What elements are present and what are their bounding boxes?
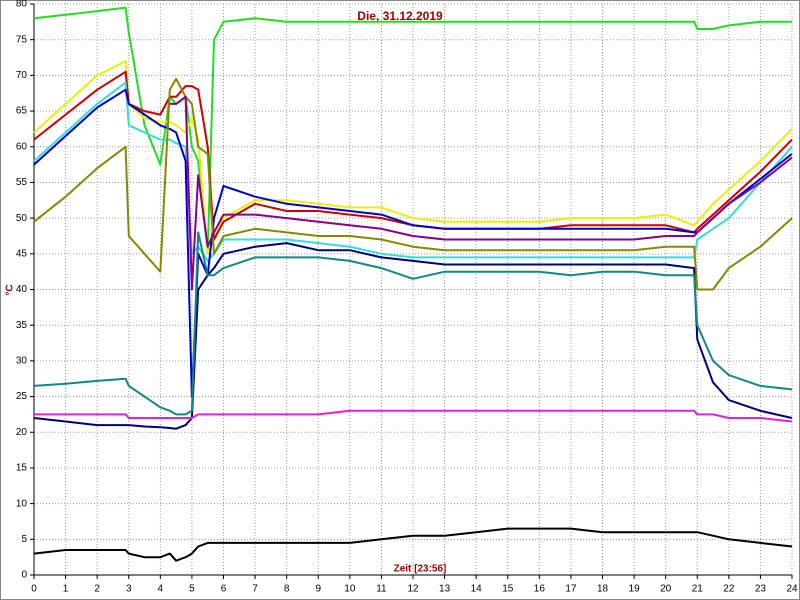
series-line xyxy=(33,70,793,241)
series-line xyxy=(33,527,793,562)
x-tick-label: 14 xyxy=(471,584,483,595)
y-tick-label: 25 xyxy=(16,391,28,402)
x-tick-label: 8 xyxy=(284,584,290,595)
x-tick-label: 13 xyxy=(439,584,451,595)
x-tick-label: 15 xyxy=(502,584,514,595)
x-tick-label: 3 xyxy=(126,584,132,595)
x-tick-label: 5 xyxy=(189,584,195,595)
x-tick-label: 16 xyxy=(534,584,546,595)
x-tick-label: 23 xyxy=(755,584,767,595)
x-tick-label: 4 xyxy=(158,584,164,595)
y-tick-label: 10 xyxy=(16,498,28,509)
y-tick-label: 0 xyxy=(21,570,27,581)
x-tick-label: 19 xyxy=(629,584,641,595)
x-tick-label: 17 xyxy=(565,584,577,595)
x-axis-label: Zeit [23:56] xyxy=(394,564,447,575)
x-tick-label: 0 xyxy=(31,584,37,595)
x-tick-label: 6 xyxy=(221,584,227,595)
y-tick-label: 55 xyxy=(16,177,28,188)
x-tick-label: 11 xyxy=(376,584,387,595)
x-tick-label: 20 xyxy=(660,584,672,595)
y-tick-label: 15 xyxy=(16,463,28,474)
series-line xyxy=(33,6,792,255)
series-line xyxy=(33,77,793,291)
series-line xyxy=(34,409,793,423)
x-tick-label: 22 xyxy=(723,584,735,595)
x-tick-label: 7 xyxy=(252,584,258,595)
series-line xyxy=(33,231,793,416)
y-tick-label: 75 xyxy=(16,34,28,45)
y-tick-label: 45 xyxy=(16,248,28,259)
x-tick-label: 1 xyxy=(63,584,69,595)
series-line xyxy=(33,242,793,430)
y-tick-label: 50 xyxy=(16,213,28,224)
y-tick-label: 35 xyxy=(16,320,28,331)
y-axis-label: °C xyxy=(5,284,16,295)
series-line xyxy=(33,88,793,398)
y-tick-label: 80 xyxy=(16,0,28,10)
y-tick-label: 30 xyxy=(16,356,28,367)
x-tick-label: 18 xyxy=(597,584,609,595)
y-tick-label: 70 xyxy=(16,70,28,81)
x-tick-label: 12 xyxy=(407,584,419,595)
x-tick-label: 10 xyxy=(344,584,356,595)
series-line xyxy=(169,95,793,291)
x-tick-label: 9 xyxy=(315,584,321,595)
y-tick-label: 65 xyxy=(16,106,28,117)
y-tick-label: 60 xyxy=(16,141,28,152)
y-tick-label: 40 xyxy=(16,284,28,295)
chart-title: Die, 31.12.2019 xyxy=(357,9,443,23)
x-tick-label: 2 xyxy=(94,584,100,595)
x-tick-label: 24 xyxy=(786,584,798,595)
x-tick-label: 21 xyxy=(692,584,704,595)
y-tick-label: 20 xyxy=(16,427,28,438)
series-line xyxy=(33,81,793,262)
y-tick-label: 5 xyxy=(21,534,27,545)
